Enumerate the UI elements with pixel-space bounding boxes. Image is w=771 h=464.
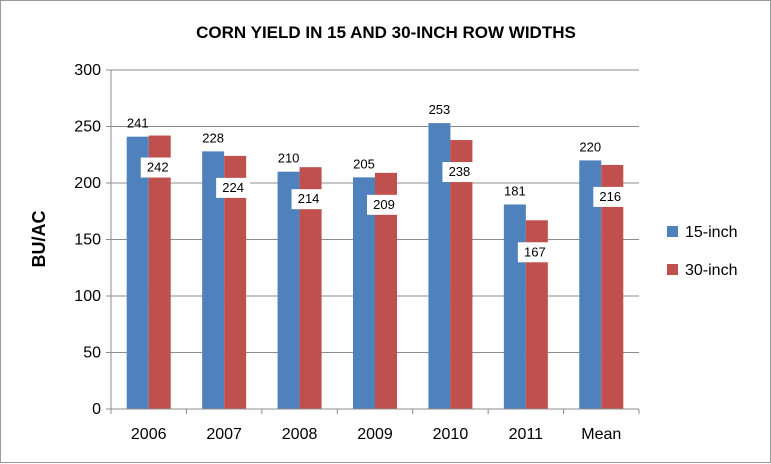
x-tick-label-2007: 2007: [206, 426, 242, 443]
y-tick-label-150: 150: [74, 232, 101, 249]
data-label-box-30-inch-Mean: [593, 186, 628, 207]
data-label-box-30-inch-2006: [140, 157, 175, 178]
bar-30-inch-2006: [148, 135, 171, 410]
data-label-box-30-inch-2009: [367, 194, 401, 215]
legend-swatch-30-inch: [667, 264, 678, 275]
data-label-15-inch-2009: 205: [353, 156, 375, 171]
x-tick-label-2006: 2006: [131, 426, 167, 443]
x-tick-label-Mean: Mean: [581, 426, 621, 443]
bar-15-inch-2006: [126, 136, 149, 410]
data-label-30-inch-2009: 209: [373, 197, 395, 212]
legend-swatch-15-inch: [667, 226, 678, 237]
bar-15-inch-Mean: [579, 160, 602, 409]
data-label-15-inch-2006: 241: [127, 116, 149, 131]
x-tick-label-2010: 2010: [433, 426, 469, 443]
y-tick-label-0: 0: [92, 401, 101, 418]
y-tick-label-50: 50: [83, 345, 101, 362]
bar-30-inch-2007: [224, 155, 247, 409]
bar-30-inch-2008: [299, 167, 322, 409]
y-axis-label: BU/AC: [29, 211, 49, 268]
y-tick-label-200: 200: [74, 175, 101, 192]
data-label-15-inch-2010: 253: [429, 102, 451, 117]
data-label-15-inch-2007: 228: [202, 130, 224, 145]
data-label-box-30-inch-2011: [517, 242, 552, 263]
data-label-box-30-inch-2010: [442, 162, 477, 183]
axes: 0 50 100 150 200 250 300 2006 2007 2008 2009 2010 20…: [74, 62, 640, 443]
legend: 15-inch 30-inch: [667, 224, 737, 279]
chart-title: CORN YIELD IN 15 AND 30-INCH ROW WIDTHS: [196, 23, 576, 42]
data-label-30-inch-2008: 214: [298, 191, 320, 206]
bar-15-inch-2009: [353, 177, 375, 409]
x-tick-label-2009: 2009: [357, 426, 393, 443]
x-tick-label-2008: 2008: [282, 426, 318, 443]
bar-15-inch-2011: [503, 204, 526, 409]
legend-label-30-inch: 30-inch: [685, 262, 737, 279]
legend-label-15-inch: 15-inch: [685, 224, 737, 241]
data-label-box-30-inch-2008: [291, 189, 326, 210]
data-label-box-30-inch-2007: [216, 177, 251, 198]
bar-30-inch-2011: [525, 220, 548, 409]
data-label-30-inch-2006: 242: [147, 160, 169, 175]
data-label-30-inch-2011: 167: [524, 244, 546, 259]
bars: [126, 123, 624, 410]
data-label-15-inch-2011: 181: [504, 183, 526, 198]
bar-15-inch-2007: [202, 151, 225, 410]
bar-15-inch-2008: [277, 171, 300, 409]
bar-15-inch-2010: [428, 123, 451, 410]
data-label-30-inch-2010: 238: [449, 164, 471, 179]
bar-30-inch-Mean: [601, 164, 624, 409]
data-labels: 241 242 228 224 210 214 205 209 253 238 181 167 220 2…: [127, 102, 628, 263]
x-tick-label-2011: 2011: [509, 426, 544, 443]
data-label-30-inch-Mean: 216: [599, 189, 621, 204]
data-label-15-inch-2008: 210: [278, 151, 300, 166]
data-label-15-inch-Mean: 220: [579, 139, 601, 154]
y-tick-label-250: 250: [74, 119, 101, 136]
bar-30-inch-2009: [375, 172, 397, 409]
data-label-30-inch-2007: 224: [222, 180, 244, 195]
bar-30-inch-2010: [450, 140, 473, 409]
y-tick-label-100: 100: [74, 288, 101, 305]
y-tick-label-300: 300: [74, 62, 101, 79]
